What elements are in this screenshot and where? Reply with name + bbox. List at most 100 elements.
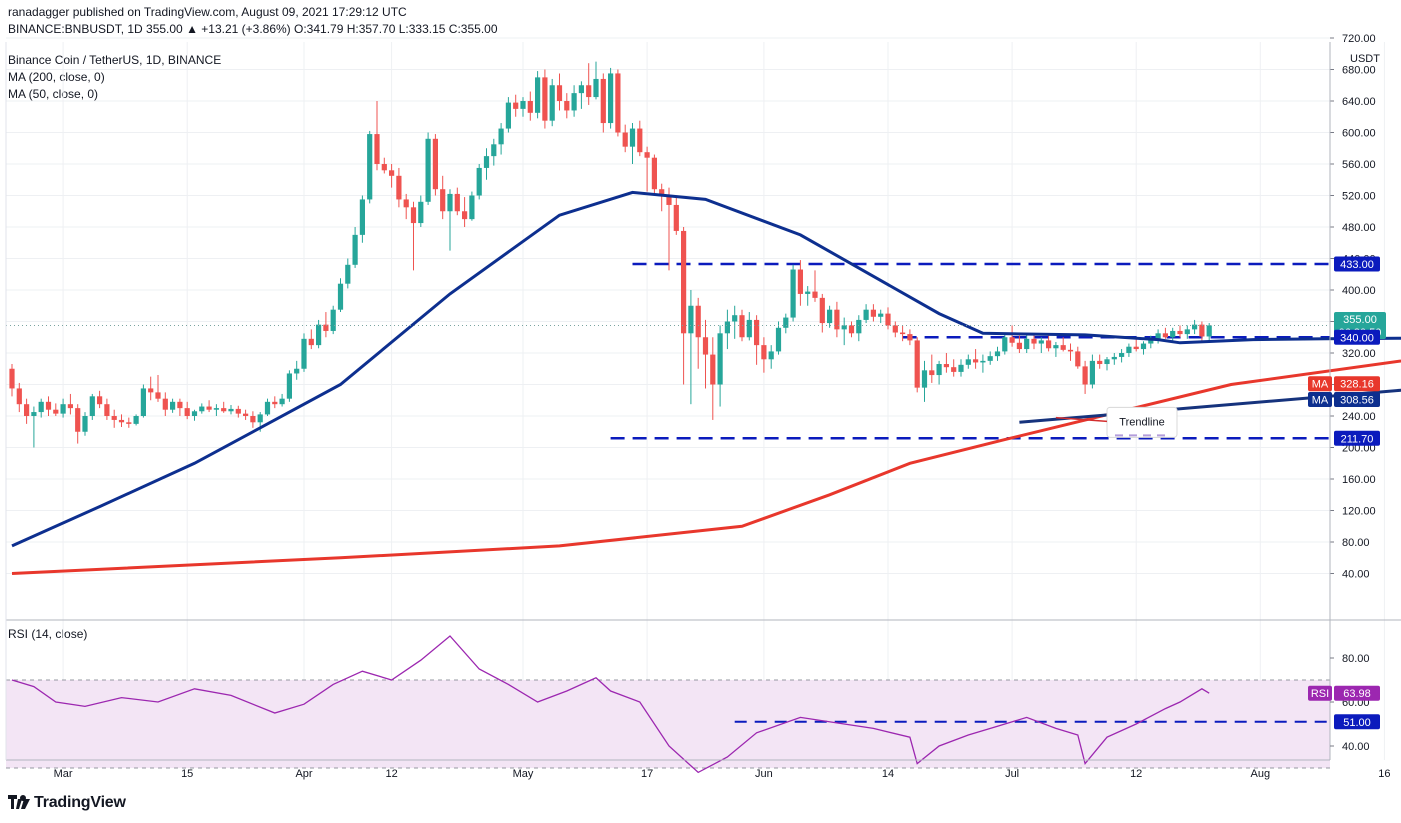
price-tick-label: 480.00 xyxy=(1342,222,1376,234)
time-tick-label: Aug xyxy=(1251,768,1271,780)
level-211-tag-text: 211.70 xyxy=(1341,433,1374,445)
candle-down xyxy=(797,269,803,294)
candle-down xyxy=(929,370,935,376)
candle-down xyxy=(126,422,132,424)
price-tick-label: 320.00 xyxy=(1342,348,1376,360)
candle-up xyxy=(841,325,847,330)
candle-up xyxy=(878,313,884,317)
time-tick-label: 16 xyxy=(1378,768,1390,780)
candle-up xyxy=(469,195,475,220)
candle-down xyxy=(907,334,913,341)
candle-up xyxy=(921,370,928,388)
candle-down xyxy=(462,211,468,220)
candle-up xyxy=(31,412,37,416)
candle-down xyxy=(556,85,563,101)
candle-down xyxy=(943,364,949,368)
candle-up xyxy=(1184,329,1190,335)
candle-up xyxy=(257,414,263,423)
ma50-legend: MA (50, close, 0) xyxy=(8,87,99,101)
candle-up xyxy=(330,309,336,331)
candle-up xyxy=(301,338,307,369)
candle-down xyxy=(118,419,125,423)
candle-up xyxy=(688,305,694,334)
candle-up xyxy=(316,324,322,346)
candle-down xyxy=(900,332,906,335)
candle-down xyxy=(892,325,898,333)
candle-down xyxy=(410,207,417,224)
candle-down xyxy=(1031,338,1037,344)
candle-up xyxy=(60,404,66,414)
time-tick-label: 12 xyxy=(1130,768,1142,780)
candle-up xyxy=(805,291,811,294)
candle-down xyxy=(695,305,701,338)
ma200-line xyxy=(11,359,1401,575)
candle-down xyxy=(148,388,154,393)
candle-down xyxy=(155,392,161,399)
candle-down xyxy=(527,101,533,113)
candle-up xyxy=(965,359,971,365)
candle-down xyxy=(111,416,117,420)
candle-up xyxy=(286,373,292,399)
candle-down xyxy=(374,134,380,164)
candle-up xyxy=(89,396,95,416)
rsi-tick-label: 80.00 xyxy=(1342,653,1370,665)
candle-up xyxy=(498,128,504,145)
candle-down xyxy=(308,338,314,346)
price-tick-label: 240.00 xyxy=(1342,411,1376,423)
candle-down xyxy=(1082,366,1088,385)
candle-down xyxy=(710,354,716,385)
axes: 720.00 680.00 640.00 600.00 560.00 520.00 480.… xyxy=(5,33,1401,780)
rsi-line xyxy=(11,635,1210,774)
ma200-legend: MA (200, close, 0) xyxy=(8,70,105,84)
candle-up xyxy=(505,102,511,129)
candle-up xyxy=(1038,340,1044,344)
candles xyxy=(9,61,1212,448)
candle-down xyxy=(16,388,22,405)
ma50-line xyxy=(11,190,1401,548)
ma50-tag-label: MA xyxy=(1312,394,1329,406)
candle-down xyxy=(389,170,395,176)
candle-down xyxy=(24,404,30,416)
candle-down xyxy=(454,193,460,212)
tradingview-logo: TradingView xyxy=(8,794,126,812)
candle-up xyxy=(980,360,986,363)
candle-down xyxy=(951,367,957,372)
candle-down xyxy=(272,401,278,405)
candle-up xyxy=(1111,356,1117,360)
candle-down xyxy=(973,359,979,363)
candle-up xyxy=(783,317,789,328)
level-433-tag-bg xyxy=(1334,256,1380,272)
candle-down xyxy=(644,152,650,158)
candle-up xyxy=(1126,346,1132,353)
candle-down xyxy=(1133,346,1139,350)
candle-up xyxy=(1002,337,1008,352)
time-tick-label: Jul xyxy=(1005,768,1019,780)
price-tick-label: 720.00 xyxy=(1342,33,1376,45)
candle-up xyxy=(1192,324,1198,330)
candle-up xyxy=(724,321,730,334)
candle-down xyxy=(104,404,110,416)
candle-down xyxy=(1075,351,1081,367)
tradingview-wordmark: TradingView xyxy=(34,794,126,811)
candle-down xyxy=(870,309,876,317)
candle-up xyxy=(863,309,869,320)
candle-down xyxy=(250,416,256,423)
candle-down xyxy=(513,102,519,109)
candle-down xyxy=(381,164,387,171)
candle-up xyxy=(294,368,300,374)
candle-down xyxy=(1016,342,1022,350)
ma50-tag-label-bg xyxy=(1308,391,1332,407)
candle-down xyxy=(162,398,168,410)
candle-down xyxy=(243,413,249,416)
price-tick-label: 680.00 xyxy=(1342,65,1376,77)
candle-up xyxy=(228,408,234,412)
candle-down xyxy=(1097,360,1103,365)
candle-up xyxy=(213,408,219,410)
candle-up xyxy=(717,333,723,385)
trendline-callout-text: Trendline xyxy=(1119,416,1164,428)
rsi-legend: RSI (14, close) xyxy=(8,627,88,641)
ma200-tag-label: MA xyxy=(1312,379,1329,391)
candle-up xyxy=(418,201,424,224)
candle-up xyxy=(593,78,599,98)
